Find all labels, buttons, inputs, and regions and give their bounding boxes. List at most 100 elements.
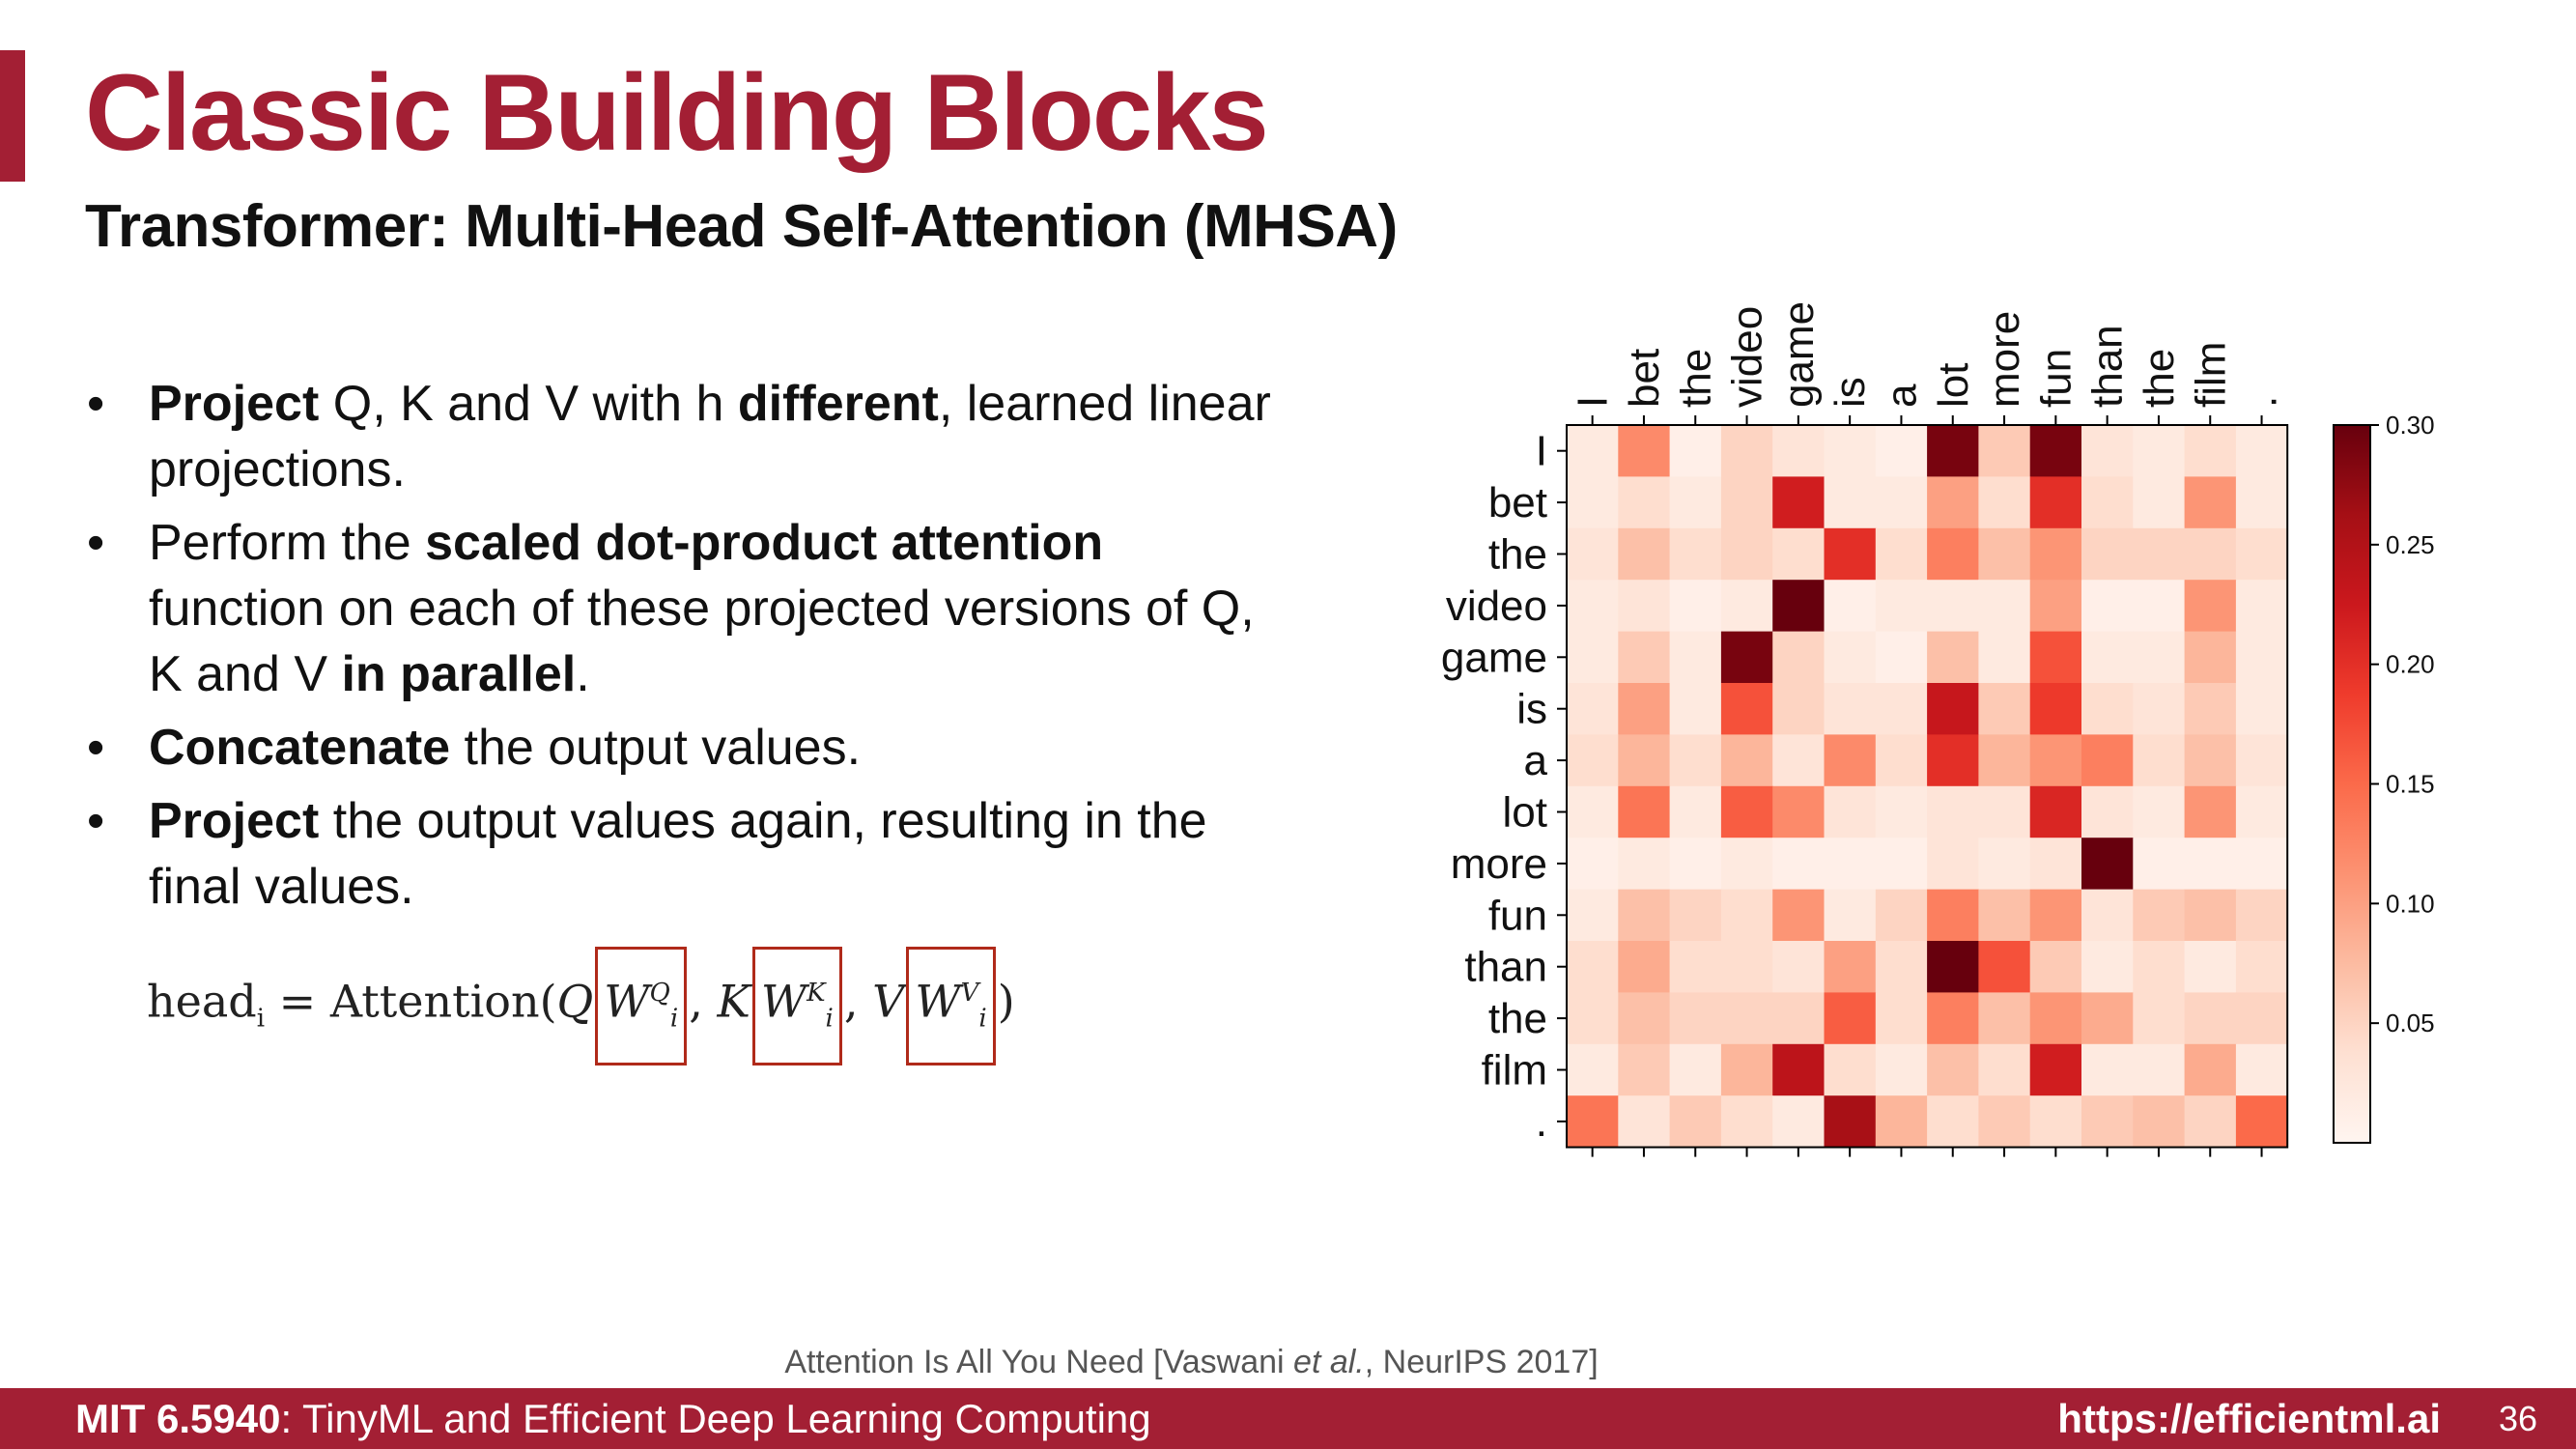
heatmap-cell — [1772, 992, 1826, 1045]
heatmap-cell — [1978, 425, 2031, 477]
row-label: than — [1464, 944, 1547, 991]
row-label: game — [1441, 634, 1547, 681]
heatmap-cell — [2029, 838, 2082, 891]
heatmap-cell — [1567, 476, 1619, 529]
colorbar-tick-label: 0.25 — [2386, 530, 2435, 559]
heatmap-cell — [2184, 941, 2237, 993]
col-label: bet — [1621, 349, 1668, 408]
heatmap-cell — [1669, 476, 1722, 529]
heatmap-cell — [2235, 683, 2288, 735]
formula-v: V — [872, 975, 905, 1028]
heatmap-cell — [2081, 631, 2134, 684]
heatmap-cell — [1875, 941, 1928, 993]
heatmap-cell — [2235, 476, 2288, 529]
heatmap-cell — [1824, 1095, 1877, 1149]
heatmap-cell — [1567, 527, 1619, 581]
footer-course: MIT 6.5940: TinyML and Efficient Deep Le… — [75, 1396, 1151, 1441]
colorbar-tick-label: 0.20 — [2386, 650, 2435, 679]
heatmap-cell — [2133, 838, 2186, 891]
heatmap-cell — [1669, 838, 1722, 891]
heatmap-cell — [1669, 631, 1722, 684]
heatmap-cell — [1567, 838, 1619, 891]
heatmap-cell — [1720, 941, 1773, 993]
heatmap-cell — [1618, 683, 1671, 735]
heatmap-cell — [2235, 1043, 2288, 1096]
heatmap-cell — [1824, 889, 1877, 942]
row-label: lot — [1503, 789, 1547, 837]
heatmap-cell — [1567, 1095, 1619, 1149]
row-label: the — [1488, 531, 1547, 579]
footer-bar: MIT 6.5940: TinyML and Efficient Deep Le… — [0, 1388, 2576, 1449]
col-label: fun — [2032, 349, 2080, 408]
heatmap-cell — [2133, 734, 2186, 787]
heatmap-cell — [2133, 992, 2186, 1045]
heatmap-cell — [1978, 889, 2031, 942]
heatmap-cell — [2081, 683, 2134, 735]
heatmap-cell — [2184, 992, 2237, 1045]
heatmap-cell — [1978, 838, 2031, 891]
heatmap-cell — [1567, 734, 1619, 787]
heatmap-cell — [1669, 785, 1722, 838]
heatmap-cell — [1978, 683, 2031, 735]
heatmap-cell — [1875, 734, 1928, 787]
heatmap-cell — [2133, 683, 2186, 735]
heatmap-cell — [2081, 527, 2134, 581]
heatmap-cell — [2184, 580, 2237, 633]
heatmap-cell — [1772, 1095, 1826, 1149]
heatmap-cell — [2029, 734, 2082, 787]
col-label: the — [1672, 349, 1719, 408]
heatmap-cell — [2184, 889, 2237, 942]
heatmap-cell — [2184, 734, 2237, 787]
heatmap-cell — [1618, 527, 1671, 581]
row-label: is — [1516, 686, 1547, 733]
heatmap-cell — [2081, 785, 2134, 838]
footer-url-link[interactable]: https://efficientml.ai — [2057, 1396, 2441, 1441]
heatmap-cell — [1618, 580, 1671, 633]
heatmap-cell — [2184, 785, 2237, 838]
row-label: more — [1451, 840, 1547, 888]
heatmap-cell — [1669, 941, 1722, 993]
heatmap-cell — [2133, 941, 2186, 993]
heatmap-cell — [2029, 631, 2082, 684]
heatmap-cell — [2133, 580, 2186, 633]
heatmap-cell — [2133, 1095, 2186, 1149]
heatmap-cell — [1927, 425, 1979, 477]
col-label: than — [2084, 325, 2132, 408]
heatmap-cell — [2081, 580, 2134, 633]
heatmap-cell — [2133, 476, 2186, 529]
heatmap-cell — [2235, 425, 2288, 477]
heatmap-cell — [1567, 992, 1619, 1045]
heatmap-cell — [1772, 683, 1826, 735]
slide-title: Classic Building Blocks — [85, 52, 1269, 173]
colorbar-tick-label: 0.15 — [2386, 770, 2435, 799]
col-label: game — [1775, 301, 1823, 408]
heatmap-cell — [2235, 992, 2288, 1045]
row-label: fun — [1488, 892, 1547, 939]
heatmap-cell — [2184, 1043, 2237, 1096]
heatmap-cell — [1669, 580, 1722, 633]
heatmap-cell — [1824, 476, 1877, 529]
heatmap-cell — [2133, 425, 2186, 477]
heatmap-cell — [1875, 838, 1928, 891]
heatmap-cell — [1618, 941, 1671, 993]
heatmap-cell — [1978, 1095, 2031, 1149]
heatmap-cell — [1720, 992, 1773, 1045]
heatmap-cell — [1720, 476, 1773, 529]
heatmap-cell — [2081, 476, 2134, 529]
formula-k: K — [717, 975, 750, 1028]
heatmap-cell — [2235, 631, 2288, 684]
col-label: more — [1981, 311, 2028, 408]
heatmap-cell — [2235, 1095, 2288, 1149]
heatmap-cell — [1618, 785, 1671, 838]
heatmap-cell — [1824, 838, 1877, 891]
heatmap-cell — [1567, 1043, 1619, 1096]
heatmap-cell — [1875, 1043, 1928, 1096]
heatmap-cell — [1978, 785, 2031, 838]
heatmap-cell — [1978, 734, 2031, 787]
heatmap-cell — [1669, 889, 1722, 942]
citation: Attention Is All You Need [Vaswani et al… — [784, 1344, 1599, 1380]
bullet-item: Project Q, K and V with h different, lea… — [85, 371, 1283, 502]
heatmap-cell — [1567, 785, 1619, 838]
heatmap-cell — [1875, 683, 1928, 735]
